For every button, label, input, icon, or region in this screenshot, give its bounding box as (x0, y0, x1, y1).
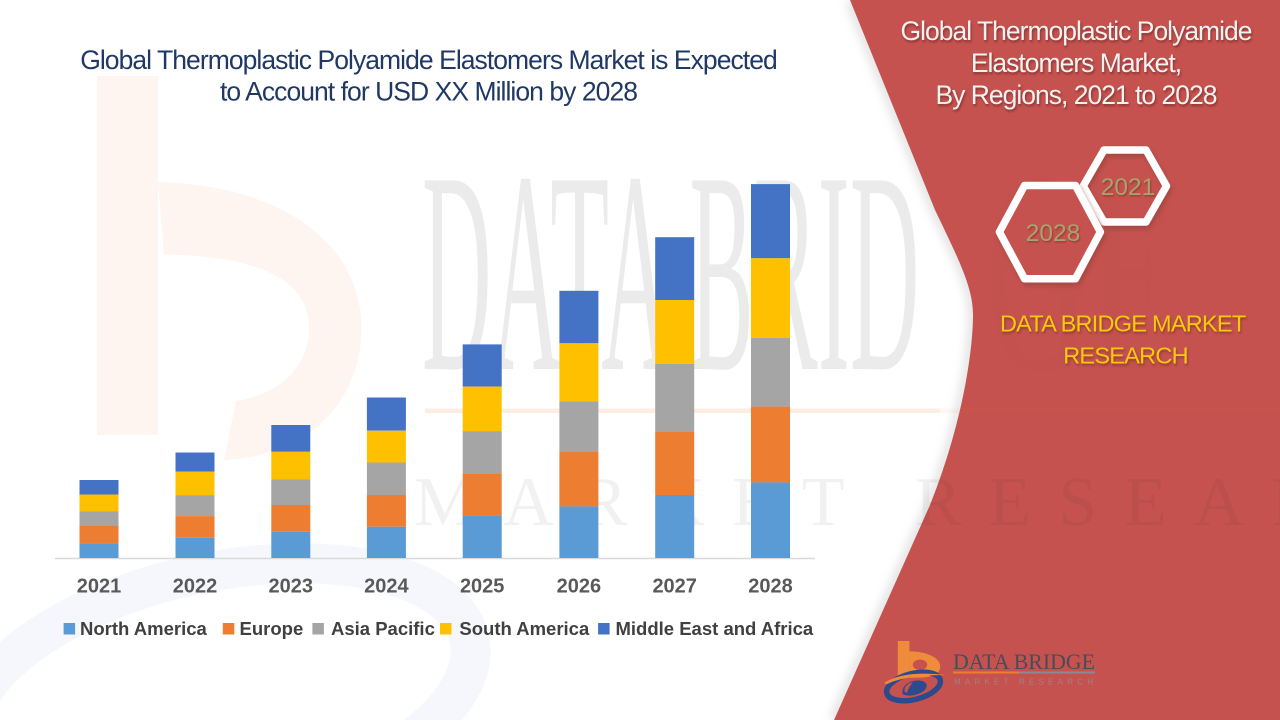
svg-text:MARKET RESEARCH: MARKET RESEARCH (414, 464, 1280, 541)
svg-text:2027: 2027 (652, 576, 697, 598)
svg-text:DATA BRIDGE: DATA BRIDGE (953, 649, 1095, 674)
svg-text:2024: 2024 (364, 576, 409, 598)
svg-text:2025: 2025 (460, 576, 505, 598)
svg-text:DATA BRIDGE MARKET: DATA BRIDGE MARKET (1000, 310, 1246, 336)
svg-text:South America: South America (459, 618, 590, 639)
svg-text:Global Thermoplastic Polyamide: Global Thermoplastic Polyamide (901, 16, 1252, 46)
svg-text:Middle East and Africa: Middle East and Africa (616, 618, 814, 639)
svg-text:2028: 2028 (748, 576, 793, 598)
svg-text:Elastomers Market,: Elastomers Market, (971, 48, 1181, 78)
svg-text:to Account for USD XX Million: to Account for USD XX Million by 2028 (220, 77, 637, 107)
svg-text:RESEARCH: RESEARCH (1063, 343, 1188, 369)
svg-text:Global Thermoplastic Polyamide: Global Thermoplastic Polyamide Elastomer… (80, 45, 777, 75)
svg-text:MARKET RESEARCH: MARKET RESEARCH (954, 678, 1093, 687)
svg-text:2026: 2026 (557, 576, 602, 598)
svg-text:Asia Pacific: Asia Pacific (331, 618, 435, 639)
svg-text:North America: North America (80, 618, 208, 639)
svg-text:2023: 2023 (269, 576, 314, 598)
svg-text:By Regions, 2021 to 2028: By Regions, 2021 to 2028 (936, 80, 1217, 110)
svg-text:2022: 2022 (173, 576, 218, 598)
svg-text:Europe: Europe (240, 618, 304, 639)
svg-text:2028: 2028 (1026, 220, 1081, 247)
svg-text:2021: 2021 (77, 576, 122, 598)
svg-text:2021: 2021 (1101, 174, 1156, 201)
